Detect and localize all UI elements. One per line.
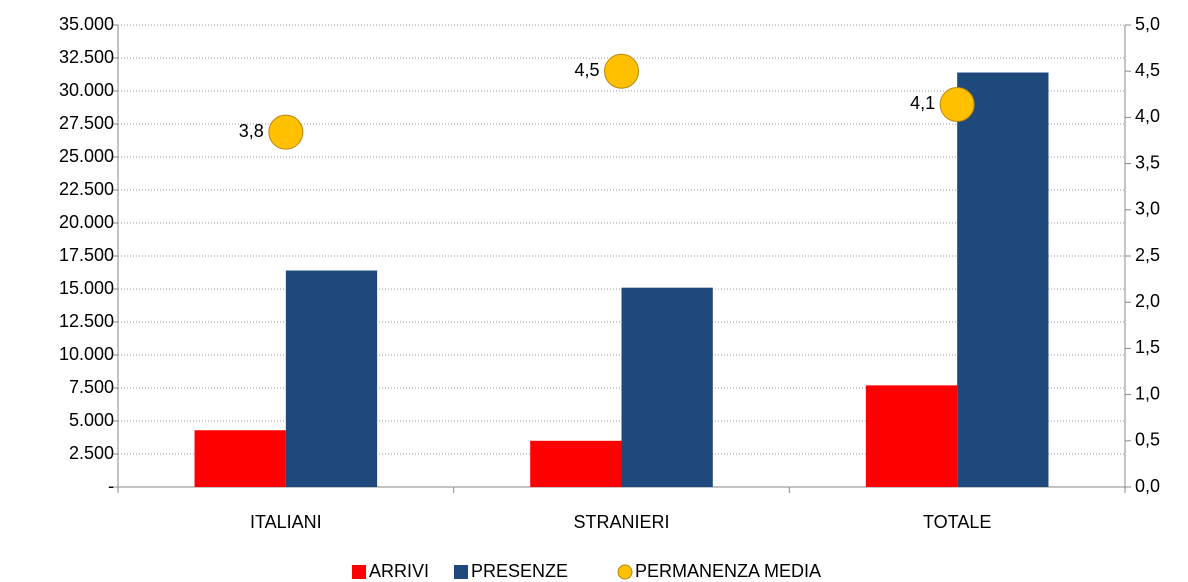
dot <box>604 53 639 89</box>
dot <box>939 86 975 122</box>
y-tick-label: 10.000 <box>59 344 114 364</box>
y-tick-label: - <box>108 476 114 496</box>
y-tick-label: 15.000 <box>59 278 114 298</box>
y2-tick-label: 0,5 <box>1135 430 1160 450</box>
bar <box>530 440 622 487</box>
y2-tick-label: 3,0 <box>1135 199 1160 219</box>
y-tick-label: 30.000 <box>59 80 114 100</box>
y-tick-label: 17.500 <box>59 245 114 265</box>
y2-tick-label: 3,5 <box>1135 152 1160 172</box>
y2-tick-label: 5,0 <box>1135 14 1160 34</box>
y-tick-label: 7.500 <box>69 377 114 397</box>
x-tick-label: TOTALE <box>923 512 991 532</box>
bar <box>285 270 378 487</box>
y2-tick-label: 1,0 <box>1135 383 1160 403</box>
y2-tick-label: 2,0 <box>1135 291 1160 311</box>
y2-tick-label: 1,5 <box>1135 337 1160 357</box>
y2-tick-label: 4,5 <box>1135 60 1160 80</box>
bar <box>865 385 958 487</box>
y-tick-label: 5.000 <box>69 410 114 430</box>
legend-swatch <box>454 565 468 579</box>
bar <box>194 430 286 487</box>
legend-label: PERMANENZA MEDIA <box>635 561 821 581</box>
y-tick-label: 12.500 <box>59 311 114 331</box>
x-tick-label: ITALIANI <box>250 512 322 532</box>
y-tick-label: 27.500 <box>59 113 114 133</box>
y-tick-label: 2.500 <box>69 443 114 463</box>
data-label: 4,1 <box>910 93 935 113</box>
y-tick-label: 20.000 <box>59 212 114 232</box>
y-tick-label: 25.000 <box>59 146 114 166</box>
legend-swatch <box>617 564 633 580</box>
y-tick-label: 22.500 <box>59 179 114 199</box>
legend-swatch <box>352 565 366 579</box>
x-tick-label: STRANIERI <box>573 512 669 532</box>
y2-tick-label: 4,0 <box>1135 106 1160 126</box>
data-label: 3,8 <box>239 121 264 141</box>
y-tick-label: 35.000 <box>59 14 114 34</box>
legend-label: ARRIVI <box>369 561 429 581</box>
y2-tick-label: 2,5 <box>1135 245 1160 265</box>
dot <box>268 114 304 150</box>
y-tick-label: 32.500 <box>59 47 114 67</box>
data-label: 4,5 <box>574 60 599 80</box>
y2-tick-label: 0,0 <box>1135 476 1160 496</box>
bar <box>621 287 713 487</box>
legend-label: PRESENZE <box>471 561 568 581</box>
bar <box>957 72 1049 488</box>
